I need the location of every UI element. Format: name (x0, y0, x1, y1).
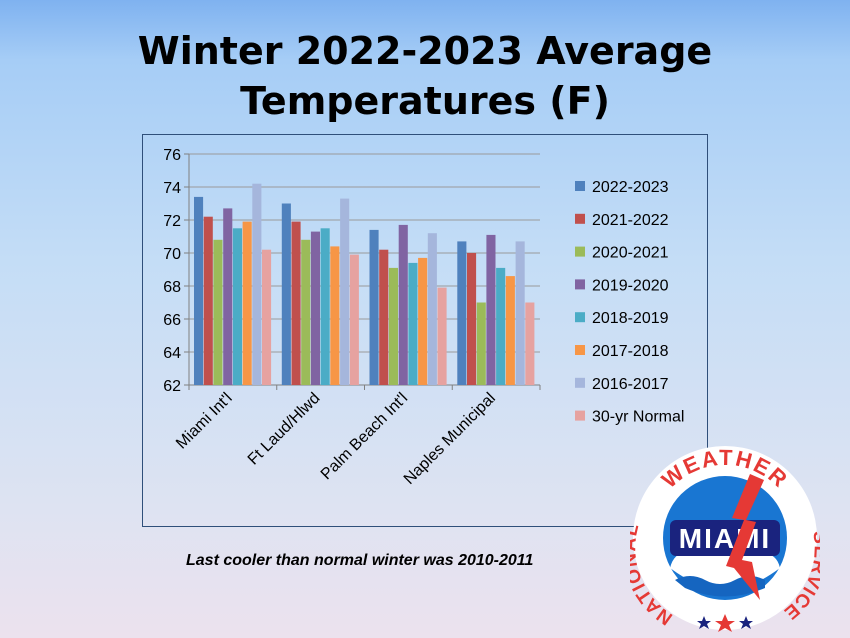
x-tick-label: Palm Beach Int'l (318, 390, 411, 483)
bar (291, 221, 301, 385)
bar (427, 233, 437, 385)
bar (379, 249, 389, 385)
bar (496, 267, 506, 385)
y-tick-label: 74 (163, 180, 181, 197)
bar (525, 302, 535, 385)
y-tick-label: 64 (163, 345, 181, 362)
bar (252, 183, 262, 385)
bar (408, 262, 418, 385)
legend-label: 2018-2019 (592, 310, 669, 327)
bar (330, 246, 340, 385)
logo-lightning-icon (726, 474, 764, 600)
x-tick-label: Naples Municipal (401, 390, 499, 488)
legend-swatch (575, 181, 585, 191)
x-tick-label: Ft Laud/Hlwd (245, 390, 324, 469)
bar (476, 302, 486, 385)
bar (262, 249, 272, 385)
bar (388, 267, 398, 385)
bar (505, 276, 515, 385)
y-tick-label: 66 (163, 312, 181, 329)
logo-waves-icon (675, 576, 765, 597)
chart-frame: 62 64 66 68 70 72 74 76 Miami Int'l Ft Laud/Hlwd P… (142, 134, 708, 527)
y-tick-label: 72 (163, 213, 181, 230)
bar (301, 239, 311, 385)
legend-swatch (575, 410, 585, 421)
y-tick-label: 70 (163, 246, 181, 263)
legend-swatch (575, 377, 585, 388)
bar (310, 231, 320, 385)
legend-label: 2022-2023 (592, 179, 669, 196)
logo-star-icon (739, 616, 753, 629)
logo-center-text: MIAMI (679, 523, 771, 554)
y-tick-label: 76 (163, 147, 181, 164)
bar (515, 241, 525, 385)
bar (213, 239, 223, 385)
bar (369, 229, 379, 385)
bar (457, 241, 467, 385)
logo-star-icon (697, 616, 711, 629)
bar-chart: 62 64 66 68 70 72 74 76 Miami Int'l Ft Laud/HlwdP… (163, 147, 684, 488)
legend-label: 2019-2020 (592, 277, 669, 294)
bar (320, 228, 330, 386)
bar (349, 254, 359, 385)
legend-label: 2017-2018 (592, 343, 669, 360)
legend-label: 2020-2021 (592, 245, 669, 262)
nws-miami-logo: WEATHER NATIONAL SERVICE MIAMI (630, 445, 820, 632)
bar (194, 196, 204, 385)
legend-swatch (575, 312, 585, 323)
bar (281, 203, 291, 385)
bar (232, 228, 242, 386)
legend-label: 2021-2022 (592, 212, 669, 229)
legend-swatch (575, 345, 585, 355)
y-tick-label: 62 (163, 378, 181, 395)
bar (398, 224, 408, 385)
x-tick-label: Miami Int'l (173, 390, 236, 453)
legend-label: 2016-2017 (592, 376, 669, 393)
y-tick-label: 68 (163, 279, 181, 296)
bar (223, 208, 233, 385)
legend-label: 30-yr Normal (592, 409, 684, 426)
bar (467, 253, 477, 385)
bar (486, 234, 496, 385)
legend-swatch (575, 279, 585, 290)
slide-title: Winter 2022-2023 Average Temperatures (F… (0, 26, 850, 126)
bar (437, 287, 447, 385)
legend-swatch (575, 246, 585, 257)
bar (418, 257, 428, 385)
bar (242, 221, 252, 385)
bar (340, 198, 350, 385)
title-line-1: Winter 2022-2023 Average (137, 29, 713, 73)
legend-swatch (575, 213, 585, 224)
title-line-2: Temperatures (F) (240, 79, 610, 123)
logo-star-icon (715, 614, 735, 632)
bar (203, 216, 213, 385)
footnote: Last cooler than normal winter was 2010-… (186, 552, 534, 569)
